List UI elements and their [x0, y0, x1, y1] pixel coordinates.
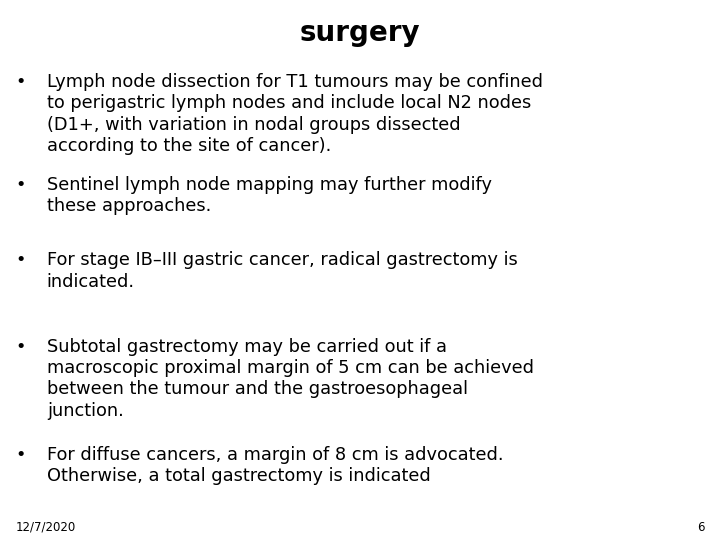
Text: Sentinel lymph node mapping may further modify
these approaches.: Sentinel lymph node mapping may further …	[47, 176, 492, 215]
Text: 6: 6	[697, 521, 704, 534]
Text: •: •	[16, 446, 26, 463]
Text: For stage IB–III gastric cancer, radical gastrectomy is
indicated.: For stage IB–III gastric cancer, radical…	[47, 251, 518, 291]
Text: •: •	[16, 251, 26, 269]
Text: Subtotal gastrectomy may be carried out if a
macroscopic proximal margin of 5 cm: Subtotal gastrectomy may be carried out …	[47, 338, 534, 420]
Text: •: •	[16, 73, 26, 91]
Text: •: •	[16, 338, 26, 355]
Text: •: •	[16, 176, 26, 193]
Text: 12/7/2020: 12/7/2020	[16, 521, 76, 534]
Text: Lymph node dissection for T1 tumours may be confined
to perigastric lymph nodes : Lymph node dissection for T1 tumours may…	[47, 73, 543, 156]
Text: For diffuse cancers, a margin of 8 cm is advocated.
Otherwise, a total gastrecto: For diffuse cancers, a margin of 8 cm is…	[47, 446, 503, 485]
Text: surgery: surgery	[300, 19, 420, 47]
